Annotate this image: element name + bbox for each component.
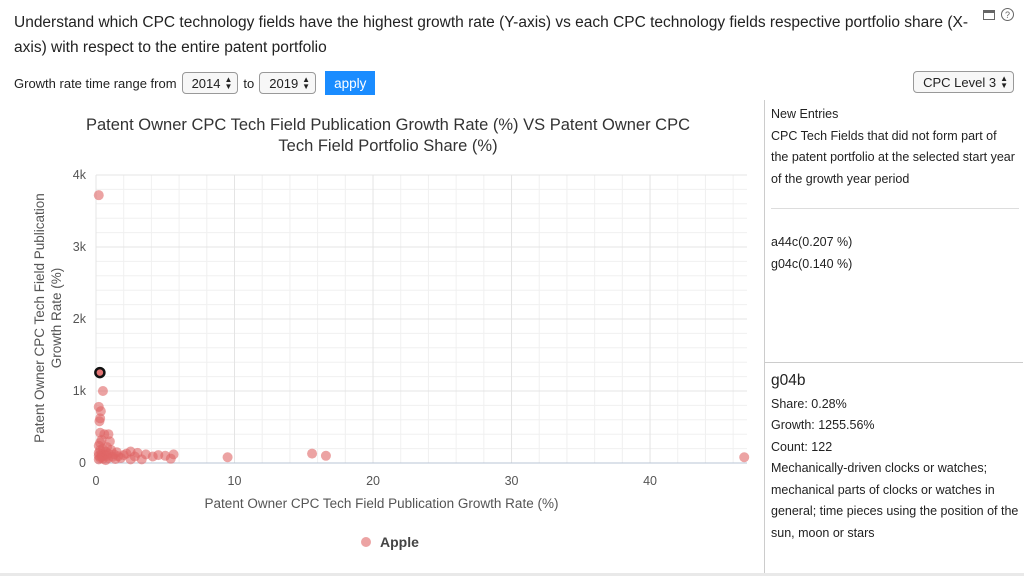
new-entries-panel: New Entries CPC Tech Fields that did not… [765, 100, 1023, 363]
x-tick-label: 10 [228, 474, 242, 488]
y-tick-label: 0 [79, 456, 86, 470]
data-point [147, 451, 158, 462]
divider [771, 208, 1019, 209]
to-year-value: 2019 [269, 75, 299, 91]
data-point [95, 406, 106, 417]
cpc-level-value: CPC Level 3 [923, 74, 997, 90]
to-label: to [243, 75, 255, 91]
legend-label: Apple [380, 534, 419, 550]
data-point [136, 454, 147, 465]
new-entry-item: a44c(0.207 %) [771, 235, 853, 249]
page-header: Understand which CPC technology fields h… [0, 0, 1024, 72]
data-point [93, 190, 104, 201]
data-point [165, 453, 176, 464]
y-tick-label: 3k [73, 240, 87, 254]
from-year-select[interactable]: 2014 ▲ ▼ [181, 72, 239, 94]
data-point [307, 448, 318, 459]
page-title: Understand which CPC technology fields h… [14, 14, 969, 56]
updown-arrows-icon: ▲ ▼ [302, 75, 311, 91]
detail-growth: Growth: 1255.56% [771, 418, 875, 432]
detail-description: Mechanically-driven clocks or watches; m… [771, 461, 1019, 540]
window-icon[interactable] [983, 9, 995, 20]
highlighted-point [94, 366, 106, 379]
cpc-level-select[interactable]: CPC Level 3 ▲ ▼ [913, 71, 1014, 93]
header-icons: ? [983, 8, 1014, 21]
y-axis-label: Patent Owner CPC Tech Field Publication [32, 193, 47, 443]
x-tick-label: 40 [643, 474, 657, 488]
info-sidebar: New Entries CPC Tech Fields that did not… [764, 100, 1024, 574]
y-axis-label: Growth Rate (%) [49, 268, 64, 369]
updown-arrows-icon: ▲ ▼ [224, 75, 233, 91]
data-point [320, 450, 331, 461]
data-point [94, 416, 105, 427]
updown-arrows-icon: ▲ ▼ [1000, 74, 1008, 90]
detail-count: Count: 122 [771, 439, 833, 454]
apply-button[interactable]: apply [325, 71, 376, 95]
to-year-select[interactable]: 2019 ▲ ▼ [259, 72, 317, 94]
new-entries-title: New Entries [771, 107, 839, 121]
x-axis-label: Patent Owner CPC Tech Field Publication … [205, 496, 559, 511]
detail-field-name: g04b [771, 372, 806, 389]
x-tick-label: 20 [366, 474, 380, 488]
chart-title: Tech Field Portfolio Share (%) [278, 137, 497, 155]
scatter-chart: 0 10 20 30 40 0 1k 2k 3k 4k Patent Owner CPC Tech … [32, 116, 750, 550]
data-point [739, 452, 750, 463]
data-point [97, 386, 108, 396]
x-tick-label: 30 [505, 474, 519, 488]
x-tick-label: 0 [93, 474, 100, 488]
y-tick-label: 2k [73, 312, 87, 326]
growth-range-controls: Growth rate time range from 2014 ▲ ▼ to … [14, 71, 376, 95]
help-icon[interactable]: ? [1001, 8, 1014, 21]
new-entries-description: CPC Tech Fields that did not form part o… [771, 128, 1015, 186]
new-entry-item: g04c(0.140 %) [771, 256, 853, 271]
data-point [100, 455, 111, 466]
data-point [110, 454, 121, 465]
selected-point-detail: g04b Share: 0.28% Growth: 1255.56% Count… [771, 370, 1021, 544]
detail-share: Share: 0.28% [771, 396, 847, 411]
data-point [222, 452, 233, 463]
data-point [125, 454, 136, 465]
y-tick-label: 4k [73, 168, 87, 182]
legend-marker [361, 537, 371, 547]
chart-title: Patent Owner CPC Tech Field Publication … [86, 116, 690, 134]
new-entries-list: a44c(0.207 %) g04c(0.140 %) [771, 232, 852, 275]
range-label: Growth rate time range from [14, 75, 177, 91]
new-entries-header: New Entries CPC Tech Fields that did not… [771, 104, 1015, 190]
y-tick-label: 1k [73, 384, 87, 398]
scatter-chart-panel: 0 10 20 30 40 0 1k 2k 3k 4k Patent Owner CPC Tech … [13, 100, 763, 574]
bottom-border [0, 573, 1024, 576]
from-year-value: 2014 [191, 75, 221, 91]
